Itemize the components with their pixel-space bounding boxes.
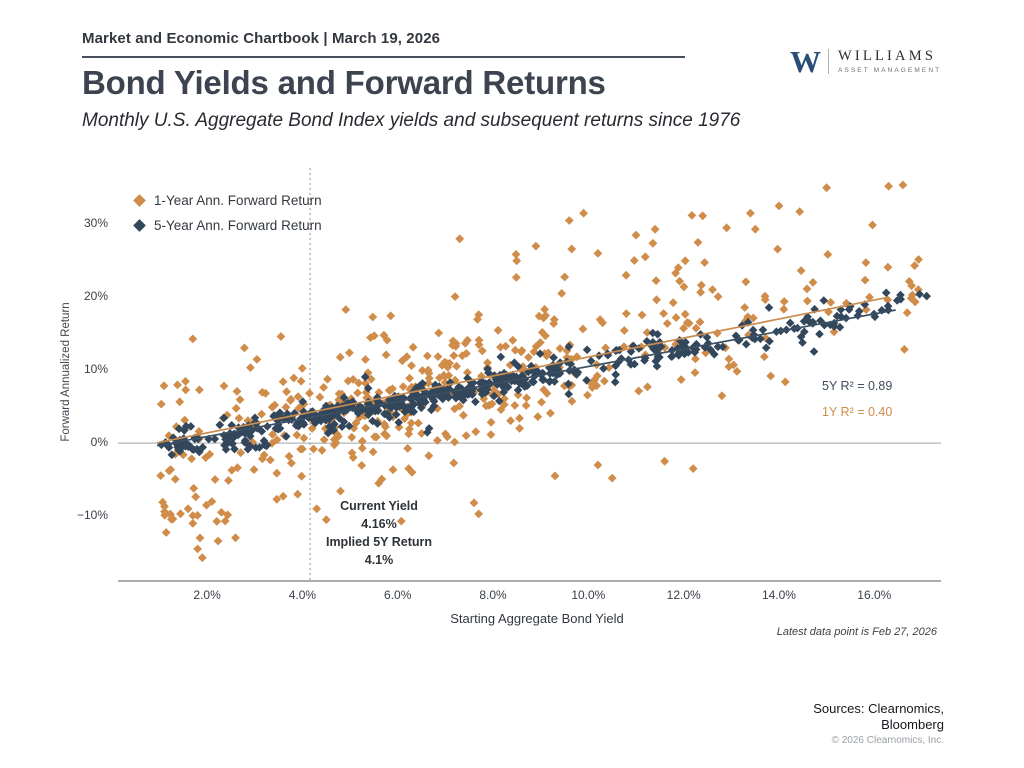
page-subtitle: Monthly U.S. Aggregate Bond Index yields… xyxy=(82,110,741,131)
r-squared-1y: 1Y R² = 0.40 xyxy=(822,405,893,419)
y-tick: 20% xyxy=(83,289,108,304)
legend-item-1y: 1-Year Ann. Forward Return xyxy=(133,188,322,213)
x-tick: 4.0% xyxy=(288,588,317,602)
logo-name: WILLIAMS xyxy=(838,48,937,64)
legend-label: 1-Year Ann. Forward Return xyxy=(154,193,322,208)
company-logo: W WILLIAMS ASSET MANAGEMENT xyxy=(790,46,941,77)
x-axis-label: Starting Aggregate Bond Yield xyxy=(450,611,624,626)
sources-text: Sources: Clearnomics, Bloomberg xyxy=(813,701,944,733)
header-rule xyxy=(82,56,685,58)
logo-tagline: ASSET MANAGEMENT xyxy=(838,67,942,74)
diamond-marker-icon xyxy=(133,194,146,207)
copyright-text: © 2026 Clearnomics, Inc. xyxy=(831,735,944,746)
breadcrumb: Market and Economic Chartbook | March 19… xyxy=(82,30,441,47)
legend-item-5y: 5-Year Ann. Forward Return xyxy=(133,213,322,238)
sources-line: Bloomberg xyxy=(881,717,944,732)
logo-monogram-icon: W xyxy=(790,44,821,79)
y-tick: −10% xyxy=(76,508,108,523)
page-title: Bond Yields and Forward Returns xyxy=(82,64,606,101)
x-tick: 12.0% xyxy=(666,588,701,602)
x-tick: 6.0% xyxy=(384,588,412,602)
annotation-line: 4.1% xyxy=(364,553,394,567)
y-tick: 0% xyxy=(90,435,108,450)
trend-line-5y xyxy=(156,309,896,447)
current-yield-annotation: Current Yield 4.16% Implied 5Y Return 4.… xyxy=(318,497,440,569)
legend-label: 5-Year Ann. Forward Return xyxy=(154,218,322,233)
annotation-line: 4.16% xyxy=(361,517,397,531)
logo-divider xyxy=(828,49,829,74)
latest-data-footnote: Latest data point is Feb 27, 2026 xyxy=(776,626,937,638)
diamond-marker-icon xyxy=(133,219,146,232)
legend: 1-Year Ann. Forward Return 5-Year Ann. F… xyxy=(133,188,322,238)
annotation-line: Current Yield xyxy=(340,499,418,513)
trend-line-1y xyxy=(156,296,889,444)
annotation-line: Implied 5Y Return xyxy=(325,535,433,549)
x-tick: 8.0% xyxy=(479,588,507,602)
x-tick: 2.0% xyxy=(193,588,221,602)
sources-line: Sources: Clearnomics, xyxy=(813,701,944,716)
x-tick: 16.0% xyxy=(857,588,892,602)
r-squared-5y: 5Y R² = 0.89 xyxy=(822,379,893,393)
y-tick: 10% xyxy=(83,362,108,377)
x-tick: 10.0% xyxy=(571,588,606,602)
y-tick: 30% xyxy=(83,216,108,231)
x-tick: 14.0% xyxy=(761,588,796,602)
